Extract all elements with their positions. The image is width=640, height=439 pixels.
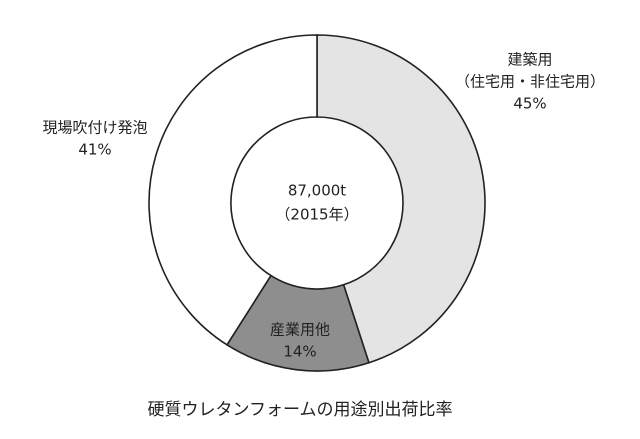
- chart-title: 硬質ウレタンフォームの用途別出荷比率: [148, 400, 453, 420]
- donut-segment: [148, 34, 318, 346]
- value-label: 41%: [78, 141, 111, 159]
- value-label: 14%: [283, 343, 316, 361]
- category-label: 建築用: [507, 51, 552, 69]
- center-label: （2015年）: [275, 206, 358, 224]
- category-label: 産業用他: [270, 321, 330, 339]
- donut-segment: [316, 34, 486, 364]
- category-label: 現場吹付け発泡: [42, 119, 147, 137]
- category-label: （住宅用・非住宅用）: [455, 73, 605, 91]
- value-label: 45%: [513, 95, 546, 113]
- center-label: 87,000t: [288, 182, 346, 200]
